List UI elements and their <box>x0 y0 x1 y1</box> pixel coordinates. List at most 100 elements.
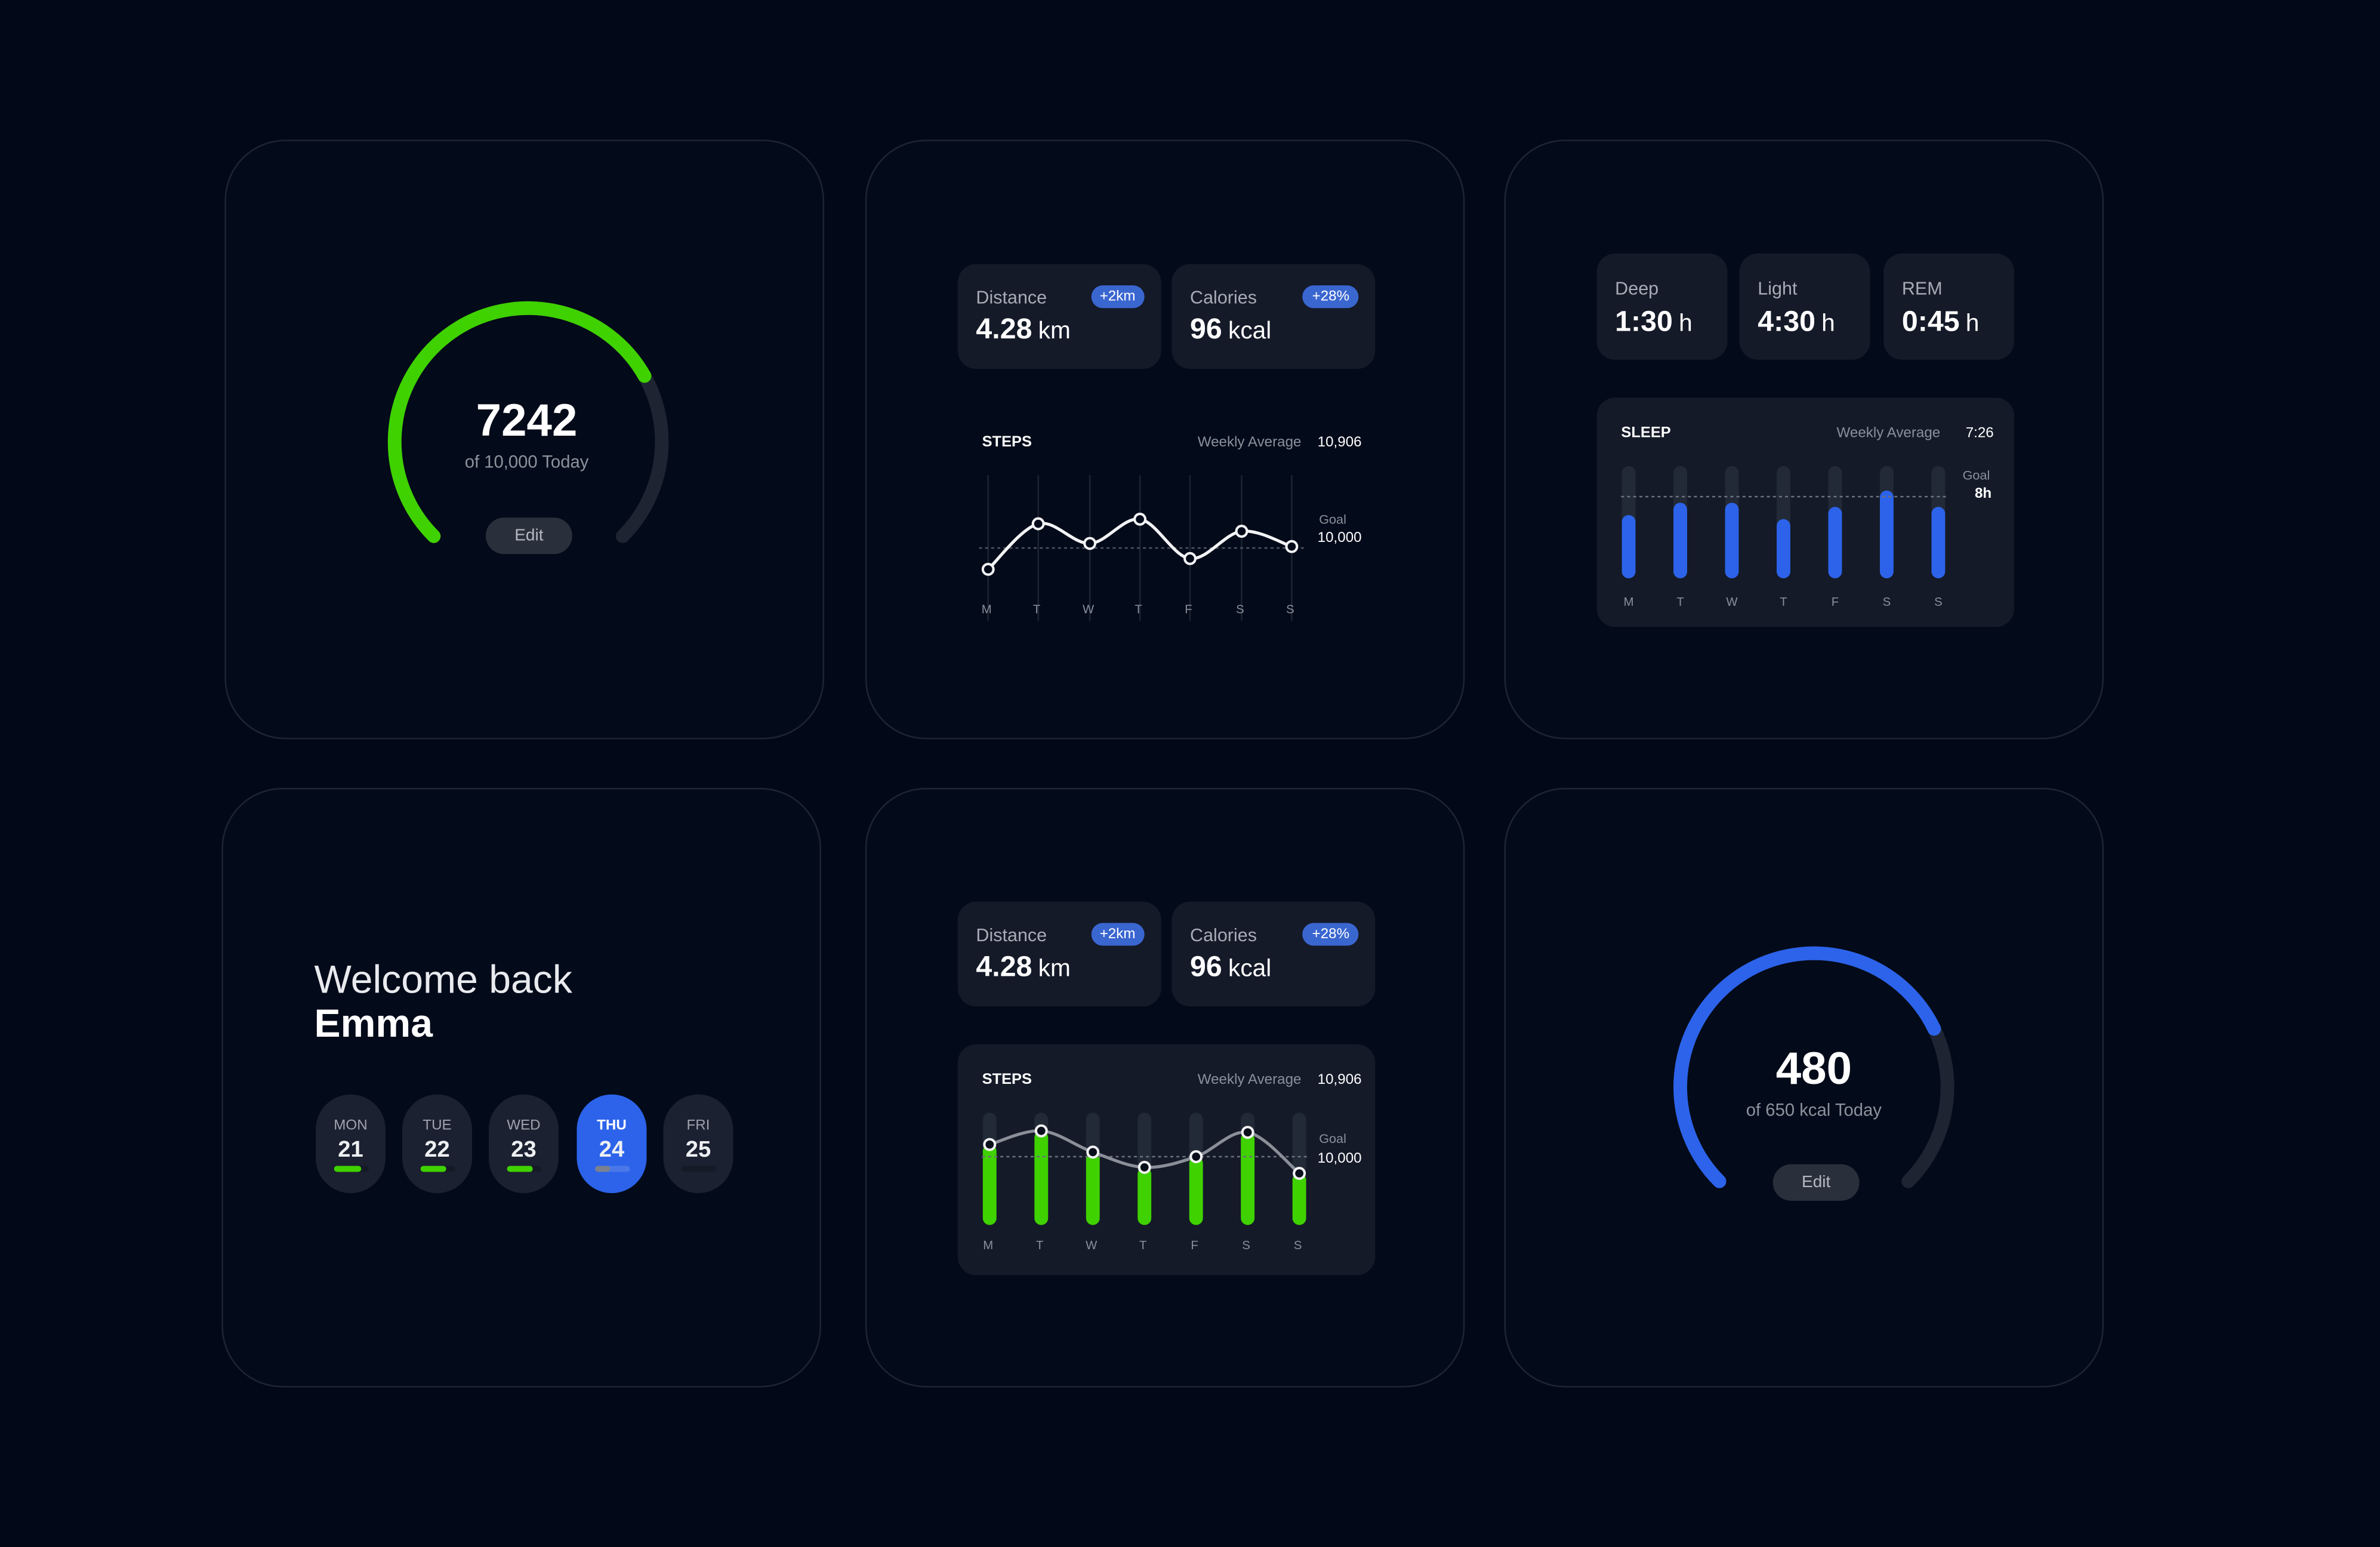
sleep-chart-panel: SLEEP Weekly Average 7:26 Goal 8h M T W T F S… <box>1596 397 2015 627</box>
edit-calorie-goal-button[interactable]: Edit <box>1772 1164 1860 1201</box>
day-pill-fri[interactable]: FRI 25 <box>663 1094 733 1194</box>
goal-label: Goal <box>1319 511 1346 527</box>
calories-value: 96 <box>1190 951 1222 984</box>
light-sleep-stat: Light 4:30 h <box>1739 253 1870 360</box>
sleep-goal-value: 8h <box>1974 485 1992 503</box>
data-point <box>1183 551 1197 565</box>
day-date: 23 <box>511 1137 537 1163</box>
day-date: 22 <box>424 1137 450 1163</box>
gauge-progress <box>1673 946 1941 1188</box>
weekly-average-value: 10,906 <box>1317 1071 1362 1089</box>
axis-tick-label: T <box>1033 603 1040 617</box>
data-point <box>1031 517 1045 531</box>
goal-label: Goal <box>1319 1130 1346 1147</box>
calories-value: 96 <box>1190 314 1222 346</box>
distance-unit: km <box>1038 956 1071 982</box>
axis-tick-label: T <box>1676 596 1684 609</box>
day-progress-bar <box>420 1166 456 1172</box>
steps-bar <box>1137 1167 1152 1225</box>
goal-value: 10,000 <box>1317 1150 1362 1167</box>
deep-sleep-stat: Deep 1:30 h <box>1596 253 1728 360</box>
data-point <box>983 1138 997 1151</box>
rem-sleep-stat: REM 0:45 h <box>1883 253 2015 360</box>
calories-stat: Calories +28% 96 kcal <box>1171 901 1376 1007</box>
distance-badge: +2km <box>1090 923 1145 946</box>
rem-label: REM <box>1901 278 1943 300</box>
data-point <box>1133 513 1147 526</box>
welcome-card: Welcome back Emma MON 21 TUE 22 WED 23 T… <box>221 788 821 1388</box>
distance-value: 4.28 <box>976 314 1032 346</box>
axis-tick-label: M <box>982 603 992 617</box>
distance-stat: Distance +2km 4.28 km <box>957 901 1161 1007</box>
axis-tick-label: M <box>983 1239 993 1252</box>
distance-badge: +2km <box>1090 285 1145 309</box>
sleep-average-label: Weekly Average <box>1836 425 1941 442</box>
data-point <box>1241 1126 1254 1139</box>
rem-value: 0:45 <box>1901 306 1960 339</box>
steps-bar <box>982 1144 997 1225</box>
axis-tick-label: T <box>1780 596 1787 609</box>
sleep-chart-title: SLEEP <box>1621 425 1671 442</box>
steps-chart-panel: STEPS Weekly Average 10,906 Goal 10,000 … <box>957 1044 1376 1275</box>
distance-label: Distance <box>976 286 1047 309</box>
axis-tick-label: M <box>1624 596 1634 609</box>
axis-tick-label: F <box>1832 596 1839 609</box>
data-point <box>1034 1124 1048 1138</box>
calorie-gauge-card: 480 of 650 kcal Today Edit <box>1504 788 2104 1388</box>
axis-tick-label: S <box>1286 603 1294 617</box>
deep-label: Deep <box>1615 278 1659 300</box>
sleep-bar <box>1828 507 1842 579</box>
data-point <box>1235 525 1248 538</box>
distance-stat: Distance +2km 4.28 km <box>957 264 1161 369</box>
data-point <box>1086 1145 1100 1159</box>
distance-value: 4.28 <box>976 951 1032 984</box>
day-progress-bar <box>681 1166 717 1172</box>
light-unit: h <box>1821 311 1835 337</box>
sleep-bar <box>1777 519 1790 579</box>
calorie-goal-text: of 650 kcal Today <box>1746 1102 1882 1121</box>
sleep-average-value: 7:26 <box>1965 425 1994 442</box>
day-name: FRI <box>686 1117 710 1134</box>
steps-chart-title: STEPS <box>982 434 1032 451</box>
sleep-card: Deep 1:30 h Light 4:30 h REM 0:45 h SLEEP W… <box>1504 139 2104 739</box>
calories-badge: +28% <box>1303 923 1359 946</box>
welcome-greeting: Welcome back <box>314 956 572 1002</box>
day-name: TUE <box>423 1117 452 1134</box>
steps-bar <box>1292 1173 1306 1225</box>
weekly-average-label: Weekly Average <box>1197 1071 1302 1089</box>
axis-tick-label: S <box>1236 603 1244 617</box>
rem-unit: h <box>1965 311 1980 337</box>
axis-tick-label: W <box>1086 1239 1097 1252</box>
day-date: 21 <box>338 1137 363 1163</box>
axis-tick-label: S <box>1934 596 1943 609</box>
calories-unit: kcal <box>1228 956 1272 982</box>
axis-tick-label: S <box>1883 596 1891 609</box>
data-point <box>1293 1167 1306 1180</box>
axis-tick-label: F <box>1185 603 1192 617</box>
sleep-bar <box>1673 503 1687 579</box>
calorie-count: 480 <box>1775 1044 1852 1095</box>
day-pill-mon[interactable]: MON 21 <box>316 1094 386 1194</box>
day-name: MON <box>334 1117 368 1134</box>
axis-tick-label: W <box>1083 603 1095 617</box>
calories-stat: Calories +28% 96 kcal <box>1171 264 1376 369</box>
steps-bar <box>1086 1152 1100 1225</box>
data-point <box>1083 537 1097 550</box>
light-value: 4:30 <box>1758 306 1815 339</box>
day-pill-tue[interactable]: TUE 22 <box>402 1094 472 1194</box>
steps-gauge-card: 7242 of 10,000 Today Edit <box>224 139 825 739</box>
steps-bar-card: Distance +2km 4.28 km Calories +28% 96 kca… <box>865 788 1465 1388</box>
steps-bar <box>1241 1132 1255 1225</box>
axis-tick-label: T <box>1134 603 1142 617</box>
calories-unit: kcal <box>1228 319 1272 345</box>
day-pill-thu[interactable]: THU 24 <box>576 1094 647 1194</box>
axis-tick-label: S <box>1294 1239 1302 1252</box>
weekly-average-value: 10,906 <box>1317 434 1362 451</box>
day-date: 25 <box>685 1137 711 1163</box>
day-pill-wed[interactable]: WED 23 <box>488 1094 559 1194</box>
axis-tick-label: T <box>1139 1239 1146 1252</box>
edit-steps-goal-button[interactable]: Edit <box>485 517 572 554</box>
